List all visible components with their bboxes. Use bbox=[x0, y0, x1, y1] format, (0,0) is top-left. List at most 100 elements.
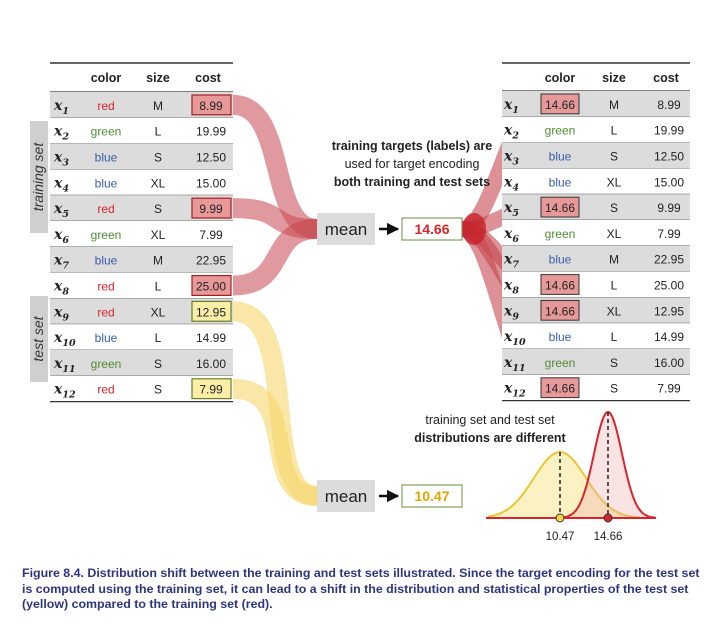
cost-cell: 7.99 bbox=[657, 227, 681, 241]
table-row: x2 green L 19.99 bbox=[502, 116, 690, 144]
annotation: training targets (labels) are used for t… bbox=[332, 139, 493, 189]
row-bg bbox=[50, 350, 233, 376]
size-cell: XL bbox=[151, 305, 166, 319]
mean-test-label: mean bbox=[325, 487, 368, 506]
row-bg bbox=[502, 323, 690, 349]
distribution-plot: training set and test set distributions … bbox=[414, 410, 657, 543]
mean-test-value: 10.47 bbox=[414, 488, 449, 504]
row-id-sub: 1 bbox=[62, 106, 69, 117]
row-id: x4 bbox=[53, 175, 69, 194]
size-cell: M bbox=[153, 254, 163, 268]
row-id: x11 bbox=[53, 356, 76, 375]
size-cell: S bbox=[610, 382, 618, 396]
color-cell: green bbox=[91, 125, 122, 139]
color-cell: green bbox=[545, 124, 576, 138]
size-cell: XL bbox=[607, 227, 622, 241]
mean-test-box bbox=[317, 480, 375, 512]
encoded-color-value: 14.66 bbox=[545, 98, 575, 112]
annotation-line-2: used for target encoding bbox=[345, 157, 480, 171]
row-bg bbox=[502, 91, 690, 117]
row-id-sub: 2 bbox=[61, 132, 69, 143]
dist-annotation-line-2: distributions are different bbox=[414, 431, 566, 445]
row-id: x2 bbox=[503, 123, 519, 142]
table-row: x9 14.66 XL 12.95 bbox=[502, 297, 690, 324]
training-set-label-bg bbox=[30, 121, 48, 233]
table-row: x12 14.66 S 7.99 bbox=[502, 374, 690, 402]
row-bg bbox=[50, 324, 233, 350]
table-row: x4 blue XL 15.00 bbox=[502, 168, 690, 195]
row-bg bbox=[502, 297, 690, 324]
table-row: x4 blue XL 15.00 bbox=[50, 169, 233, 196]
row-id: x6 bbox=[503, 226, 519, 245]
training-set-label: training set bbox=[30, 142, 46, 212]
size-cell: XL bbox=[151, 228, 166, 242]
encoded-color-value: 14.66 bbox=[545, 382, 575, 396]
row-id: x3 bbox=[53, 150, 69, 169]
flow-hub bbox=[462, 213, 486, 245]
size-cell: L bbox=[155, 280, 162, 294]
test-distribution-curve bbox=[487, 450, 641, 519]
row-bg bbox=[50, 246, 233, 273]
color-cell: red bbox=[97, 383, 114, 397]
row-bg bbox=[502, 271, 690, 298]
cost-cell: 7.99 bbox=[199, 228, 223, 242]
encoded-color-value: 14.66 bbox=[545, 279, 575, 293]
cost-cell: 15.00 bbox=[196, 176, 226, 190]
row-id-letter: x bbox=[53, 279, 63, 295]
row-bg bbox=[502, 245, 690, 272]
cost-cell: 25.00 bbox=[654, 279, 684, 293]
row-id-letter: x bbox=[503, 149, 513, 165]
color-cell: green bbox=[545, 227, 576, 241]
row-id-sub: 4 bbox=[512, 182, 519, 193]
size-cell: L bbox=[611, 330, 618, 344]
encoded-cell-box bbox=[540, 93, 580, 115]
size-cell: S bbox=[610, 356, 618, 370]
table-row: x12 red S 7.99 bbox=[50, 375, 233, 403]
row-id: x12 bbox=[503, 381, 526, 400]
row-id-sub: 8 bbox=[62, 287, 69, 298]
size-cell: S bbox=[154, 383, 162, 397]
row-id: x1 bbox=[503, 97, 519, 116]
cost-highlight-box bbox=[191, 275, 232, 297]
row-id: x5 bbox=[53, 201, 69, 220]
cost-cell: 8.99 bbox=[199, 99, 223, 113]
row-id-sub: 2 bbox=[511, 131, 519, 142]
row-bg bbox=[502, 142, 690, 169]
row-id-sub: 11 bbox=[512, 363, 525, 374]
row-id: x12 bbox=[53, 382, 76, 401]
mean-train-value-box bbox=[401, 217, 463, 241]
cost-highlight-box bbox=[191, 300, 232, 322]
table-row: x6 green XL 7.99 bbox=[502, 220, 690, 247]
cost-cell: 9.99 bbox=[199, 202, 223, 216]
annotation-line-1: training targets (labels) are bbox=[332, 139, 493, 153]
encoded-color-value: 14.66 bbox=[545, 201, 575, 215]
row-id-sub: 10 bbox=[512, 337, 526, 348]
training-set-label-group: training set bbox=[30, 121, 48, 233]
row-id-letter: x bbox=[53, 175, 63, 191]
row-id-letter: x bbox=[503, 329, 513, 345]
row-id: x11 bbox=[503, 355, 526, 374]
row-bg bbox=[502, 194, 690, 220]
table-row: x5 14.66 S 9.99 bbox=[502, 194, 690, 221]
row-id-letter: x bbox=[503, 355, 513, 371]
cost-highlight-box bbox=[191, 94, 232, 116]
row-id-letter: x bbox=[53, 330, 63, 346]
table-row: x3 blue S 12.50 bbox=[50, 143, 233, 170]
size-cell: S bbox=[610, 201, 618, 215]
row-id-sub: 10 bbox=[62, 338, 76, 349]
cost-highlight-box bbox=[191, 378, 232, 400]
color-cell: blue bbox=[549, 150, 572, 164]
cost-cell: 19.99 bbox=[196, 125, 226, 139]
size-cell: L bbox=[155, 331, 162, 345]
row-bg bbox=[50, 143, 233, 170]
row-id-sub: 9 bbox=[512, 311, 519, 322]
row-id-letter: x bbox=[53, 98, 63, 114]
dist-tick-train: 14.66 bbox=[594, 531, 623, 543]
row-id: x9 bbox=[503, 303, 519, 322]
cost-cell: 14.99 bbox=[196, 331, 226, 345]
figure-caption: Figure 8.4. Distribution shift between t… bbox=[22, 566, 700, 611]
row-id-sub: 7 bbox=[512, 260, 519, 271]
table-row: x2 green L 19.99 bbox=[50, 117, 233, 145]
row-id-sub: 8 bbox=[512, 286, 519, 297]
